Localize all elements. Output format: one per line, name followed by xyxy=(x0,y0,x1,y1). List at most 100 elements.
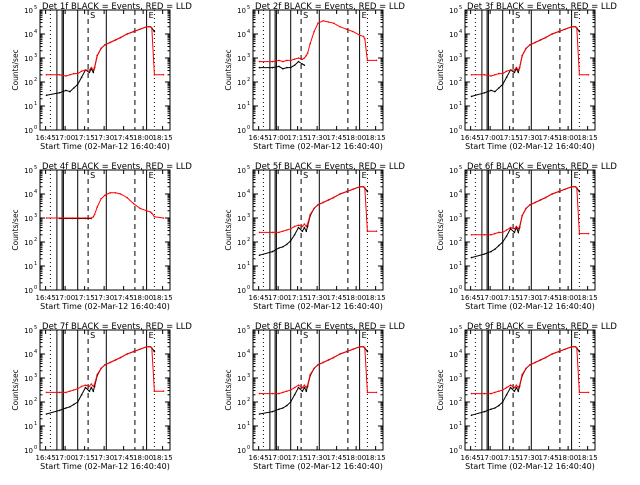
series-point-lld xyxy=(339,353,341,355)
series-point-lld xyxy=(570,186,573,188)
x-tick-label: 18:00 xyxy=(133,134,153,142)
y-tick-label: 10 xyxy=(449,31,458,39)
series-point-events xyxy=(258,254,261,256)
series-point-lld xyxy=(470,234,473,236)
series-point-events xyxy=(297,60,300,63)
series-point-events xyxy=(289,240,292,242)
series-point-events xyxy=(45,94,48,96)
series-point-lld xyxy=(339,26,341,28)
series-point-lld xyxy=(303,57,306,59)
series-point-lld xyxy=(375,391,378,394)
series-point-lld xyxy=(501,231,504,234)
series-point-lld xyxy=(352,188,354,190)
panel-title: Det 3f BLACK = Events, RED = LLD xyxy=(467,2,617,12)
y-tick-exponent: 5 xyxy=(247,325,250,331)
y-tick-label: 10 xyxy=(24,167,33,175)
series-line-lld xyxy=(471,186,589,236)
series-point-lld xyxy=(278,59,280,62)
y-tick-label: 10 xyxy=(237,215,246,223)
series-point-lld xyxy=(539,39,542,41)
series-point-lld xyxy=(521,214,523,217)
series-point-lld xyxy=(564,348,566,351)
y-axis-title: Counts/sec xyxy=(11,369,20,410)
series-point-events xyxy=(517,71,520,74)
series-point-lld xyxy=(483,74,486,76)
panel-title: Det 7f BLACK = Events, RED = LLD xyxy=(42,322,192,332)
series-point-lld xyxy=(119,356,122,359)
y-tick-exponent: 2 xyxy=(459,397,462,403)
series-point-lld xyxy=(278,392,280,395)
y-tick-exponent: 1 xyxy=(459,421,462,427)
series-point-lld xyxy=(293,225,296,228)
series-point-lld xyxy=(104,44,106,46)
axes-frame xyxy=(464,169,596,291)
series-point-lld xyxy=(286,229,288,231)
y-tick-exponent: 4 xyxy=(247,349,250,355)
series-point-lld xyxy=(578,391,581,394)
series-point-lld xyxy=(286,390,288,393)
x-tick-label: 17:45 xyxy=(539,454,559,462)
series-point-lld xyxy=(73,72,75,75)
y-tick-label: 10 xyxy=(237,79,246,87)
y-tick-label: 10 xyxy=(449,239,458,247)
y-tick-exponent: 5 xyxy=(247,5,250,11)
series-point-lld xyxy=(78,217,80,219)
series-point-lld xyxy=(358,186,361,188)
series-point-lld xyxy=(515,66,518,69)
series-point-events xyxy=(498,244,500,247)
y-tick-exponent: 4 xyxy=(459,189,462,195)
series-point-lld xyxy=(352,30,354,33)
flare-marker-label: E xyxy=(149,331,154,340)
series-point-lld xyxy=(93,66,96,69)
series-point-lld xyxy=(557,350,560,353)
series-point-events xyxy=(505,235,508,237)
series-point-lld xyxy=(80,385,83,388)
flare-marker-label: E xyxy=(574,11,579,20)
series-point-lld xyxy=(498,231,500,234)
series-point-lld xyxy=(58,74,61,76)
series-line-events xyxy=(259,60,305,70)
x-axis-title: Start Time (02-Mar-12 16:40:40) xyxy=(465,142,595,151)
series-point-lld xyxy=(139,348,141,351)
series-point-lld xyxy=(317,364,319,366)
y-tick-exponent: 1 xyxy=(459,261,462,267)
series-point-lld xyxy=(551,353,553,355)
x-tick-label: 17:00 xyxy=(480,454,500,462)
series-point-events xyxy=(45,413,48,415)
series-point-lld xyxy=(114,39,117,41)
x-tick-label: 18:15 xyxy=(578,454,598,462)
y-tick-label: 10 xyxy=(24,399,33,407)
y-tick-exponent: 1 xyxy=(459,101,462,107)
series-point-lld xyxy=(515,384,518,387)
y-tick-label: 10 xyxy=(449,79,458,87)
series-point-lld xyxy=(293,58,296,60)
series-point-lld xyxy=(358,346,361,348)
panel-title: Det 5f BLACK = Events, RED = LLD xyxy=(255,162,405,172)
x-tick-label: 16:45 xyxy=(249,454,269,462)
y-tick-exponent: 1 xyxy=(247,421,250,427)
y-tick-label: 10 xyxy=(449,399,458,407)
series-point-lld xyxy=(93,213,96,216)
series-point-events xyxy=(498,404,500,407)
y-tick-label: 10 xyxy=(24,351,33,359)
y-tick-exponent: 5 xyxy=(247,165,250,171)
y-tick-label: 10 xyxy=(237,239,246,247)
series-point-lld xyxy=(297,57,300,59)
series-point-lld xyxy=(513,228,516,230)
flare-marker-label: E xyxy=(574,171,579,180)
series-point-events xyxy=(301,63,304,65)
y-tick-exponent: 0 xyxy=(34,285,37,291)
series-point-lld xyxy=(494,232,496,235)
x-tick-label: 17:15 xyxy=(500,454,520,462)
series-point-events xyxy=(515,386,518,389)
series-point-events xyxy=(517,231,520,234)
series-point-lld xyxy=(153,390,156,393)
series-point-lld xyxy=(100,47,102,50)
x-axis-title: Start Time (02-Mar-12 16:40:40) xyxy=(253,142,383,151)
y-tick-exponent: 0 xyxy=(247,125,250,131)
x-tick-label: 18:15 xyxy=(578,294,598,302)
